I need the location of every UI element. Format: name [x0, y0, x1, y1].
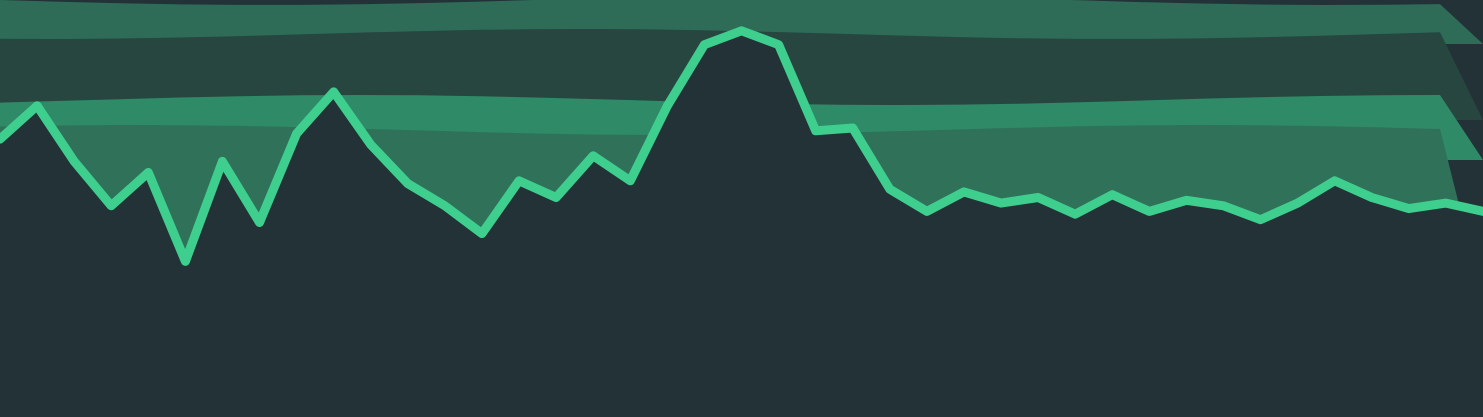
data-point	[1182, 196, 1191, 205]
data-point	[811, 126, 820, 135]
data-point	[515, 176, 523, 185]
data-point	[440, 201, 449, 210]
data-point	[700, 40, 709, 49]
data-point	[329, 87, 338, 96]
data-point	[366, 140, 375, 149]
data-point	[774, 40, 783, 49]
data-point	[1034, 193, 1043, 202]
data-point	[144, 168, 153, 177]
data-point	[292, 129, 301, 138]
data-point	[181, 257, 190, 266]
data-point	[1256, 215, 1265, 224]
data-point	[218, 157, 227, 166]
data-point	[589, 151, 598, 160]
data-point	[1071, 210, 1080, 219]
data-point	[960, 187, 968, 196]
data-point	[1219, 201, 1228, 210]
data-point	[33, 101, 42, 110]
data-point	[922, 207, 931, 216]
data-point	[552, 193, 561, 202]
data-point	[1330, 176, 1339, 185]
data-point	[1404, 204, 1413, 213]
data-point	[1145, 207, 1154, 216]
data-point	[663, 101, 672, 110]
series-layer	[0, 26, 1483, 417]
data-point	[737, 26, 746, 35]
data-point	[478, 229, 486, 238]
data-point	[626, 176, 635, 185]
data-point	[107, 201, 116, 210]
data-point	[403, 179, 412, 188]
data-point	[0, 135, 4, 144]
series-area-fill	[0, 30, 1483, 417]
data-point	[997, 199, 1005, 208]
data-point	[255, 218, 264, 227]
data-point	[1441, 199, 1450, 208]
data-point	[70, 157, 79, 166]
data-point	[848, 124, 857, 132]
data-point	[1367, 193, 1376, 202]
data-point	[885, 185, 894, 194]
data-point	[1108, 190, 1117, 199]
data-point	[1293, 199, 1302, 208]
data-point	[1479, 207, 1483, 216]
